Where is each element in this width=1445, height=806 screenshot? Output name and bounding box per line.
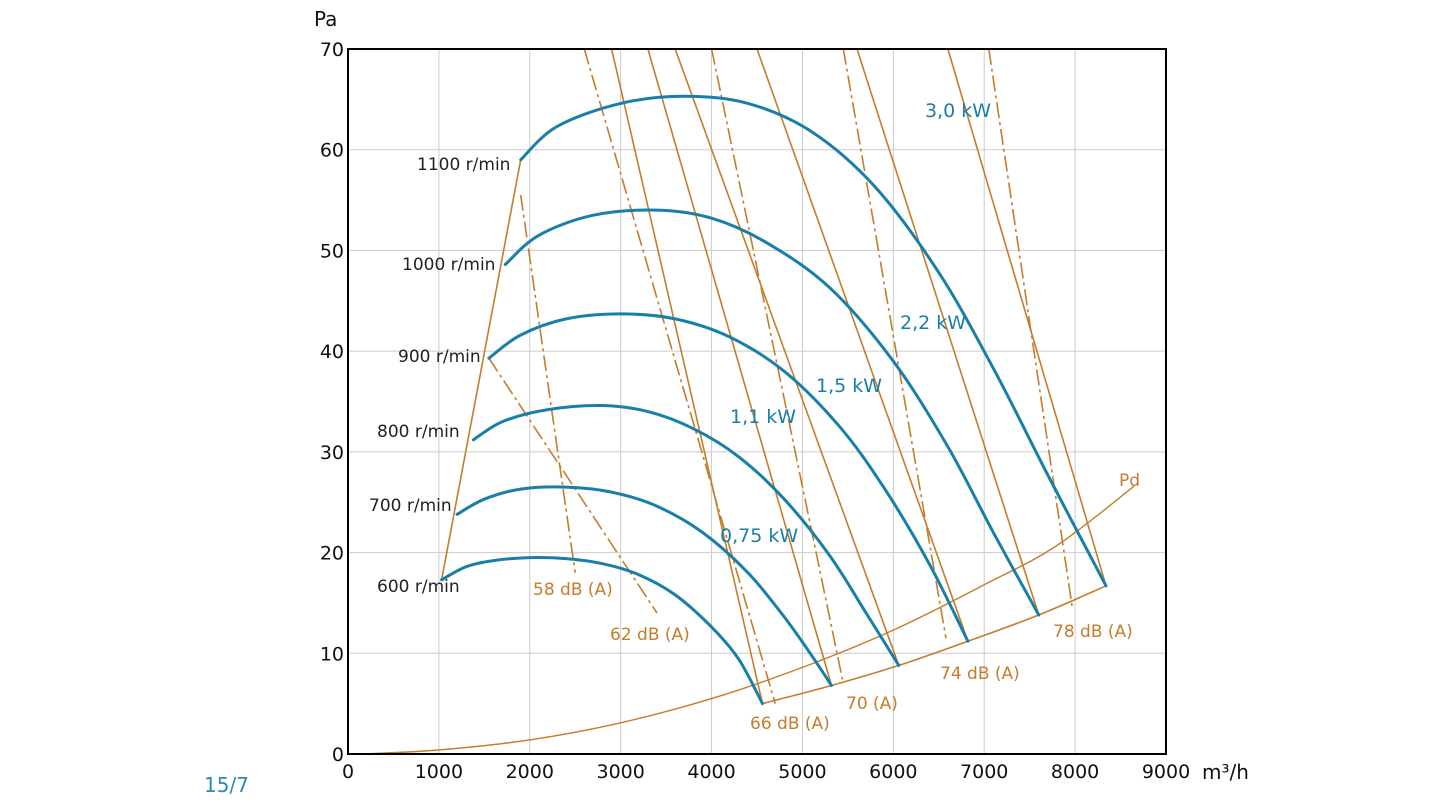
fan-curve: [471, 403, 901, 667]
fan-curves: [440, 94, 1108, 706]
x-tick-label: 3000: [596, 761, 644, 783]
power-line: [674, 48, 900, 666]
fan-curve: [503, 208, 1041, 617]
speed-label-700: 700 r/min: [369, 496, 452, 516]
power-line: [647, 48, 833, 686]
power-label-15: 1,5 kW: [816, 375, 882, 397]
y-tick-label: 60: [320, 140, 344, 162]
x-tick-label: 0: [342, 761, 354, 783]
speed-label-800: 800 r/min: [377, 422, 460, 442]
plot-frame: [347, 48, 1167, 755]
speed-labels: 1100 r/min 1000 r/min 900 r/min 800 r/mi…: [369, 155, 510, 597]
pd-curve: [361, 485, 1135, 755]
rpm-envelope-line: [440, 159, 522, 580]
power-label-075: 0,75 kW: [720, 525, 798, 547]
x-tick-label: 8000: [1051, 761, 1099, 783]
y-tick-label: 30: [320, 442, 344, 464]
power-line: [947, 48, 1107, 587]
y-tick-label: 10: [320, 643, 344, 665]
x-tick-label: 2000: [506, 761, 554, 783]
x-tick-label: 4000: [687, 761, 735, 783]
power-label-11: 1,1 kW: [730, 406, 796, 428]
page-number: 15/7: [204, 773, 249, 797]
speed-label-600: 600 r/min: [377, 577, 460, 597]
axis-ticks: 0 1000 2000 3000 4000 5000 6000 7000 8000 9000 0 10…: [320, 39, 1190, 783]
y-tick-label: 20: [320, 543, 344, 565]
power-label-22: 2,2 kW: [900, 312, 966, 334]
noise-line: [519, 194, 576, 573]
power-line: [856, 48, 1040, 616]
noise-labels: 58 dB (A) 62 dB (A) 66 dB (A) 70 (A) 74 …: [533, 471, 1140, 734]
speed-label-1000: 1000 r/min: [402, 255, 495, 275]
fan-curve: [487, 312, 970, 643]
y-tick-label: 70: [320, 39, 344, 61]
x-tick-label: 6000: [869, 761, 917, 783]
noise-line: [988, 48, 1074, 609]
noise-label-78: 78 dB (A): [1053, 622, 1133, 642]
orange-lines: [361, 48, 1135, 755]
noise-label-70: 70 (A): [846, 694, 898, 714]
x-tick-label: 9000: [1142, 761, 1190, 783]
x-axis-unit: m³/h: [1202, 760, 1249, 784]
noise-line: [488, 357, 658, 614]
speed-label-1100: 1100 r/min: [417, 155, 510, 175]
power-labels: 0,75 kW 1,1 kW 1,5 kW 2,2 kW 3,0 kW: [720, 100, 991, 547]
y-tick-label: 0: [332, 744, 344, 766]
noise-line: [842, 48, 947, 639]
noise-label-58: 58 dB (A): [533, 580, 613, 600]
x-tick-label: 7000: [960, 761, 1008, 783]
power-line: [610, 48, 764, 704]
power-line: [756, 48, 969, 642]
fan-curve: [519, 94, 1108, 588]
system-curve: [762, 585, 1107, 705]
x-tick-label: 5000: [778, 761, 826, 783]
noise-label-62: 62 dB (A): [610, 625, 690, 645]
pd-label: Pd: [1119, 471, 1140, 491]
power-label-30: 3,0 kW: [925, 100, 991, 122]
fan-curve: [440, 555, 764, 706]
speed-label-900: 900 r/min: [398, 347, 481, 367]
y-axis-unit: Pa: [314, 7, 337, 31]
y-tick-label: 40: [320, 341, 344, 363]
fan-curve: [455, 485, 833, 687]
x-tick-label: 1000: [415, 761, 463, 783]
noise-label-66: 66 dB (A): [750, 714, 830, 734]
noise-label-74: 74 dB (A): [940, 664, 1020, 684]
noise-line: [583, 48, 776, 704]
y-tick-label: 50: [320, 240, 344, 262]
